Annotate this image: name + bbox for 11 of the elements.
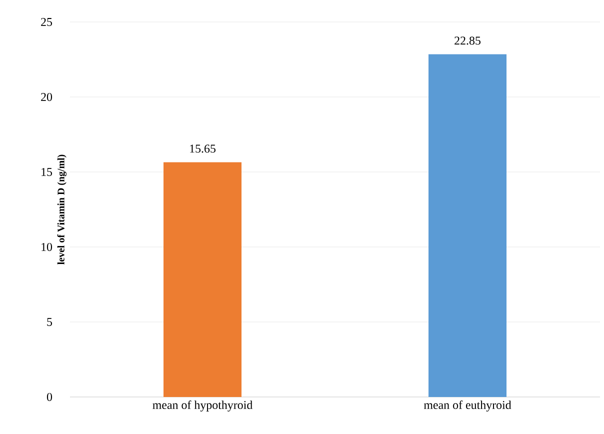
x-tick-label: mean of hypothyroid — [152, 400, 252, 412]
y-tick-label: 15 — [42, 168, 52, 176]
data-label: 22.85 — [454, 36, 480, 45]
data-label: 15.65 — [190, 144, 216, 153]
y-axis-title: level of Vitamin D (ng/ml) — [57, 154, 66, 264]
y-tick-label: 20 — [41, 92, 52, 102]
y-tick-label: 0 — [46, 392, 52, 402]
y-tick-label: 10 — [42, 242, 52, 252]
y-tick-label: 5 — [47, 318, 52, 326]
y-tick-label: 25 — [41, 18, 52, 26]
x-tick-label: mean of euthyroid — [424, 400, 512, 412]
